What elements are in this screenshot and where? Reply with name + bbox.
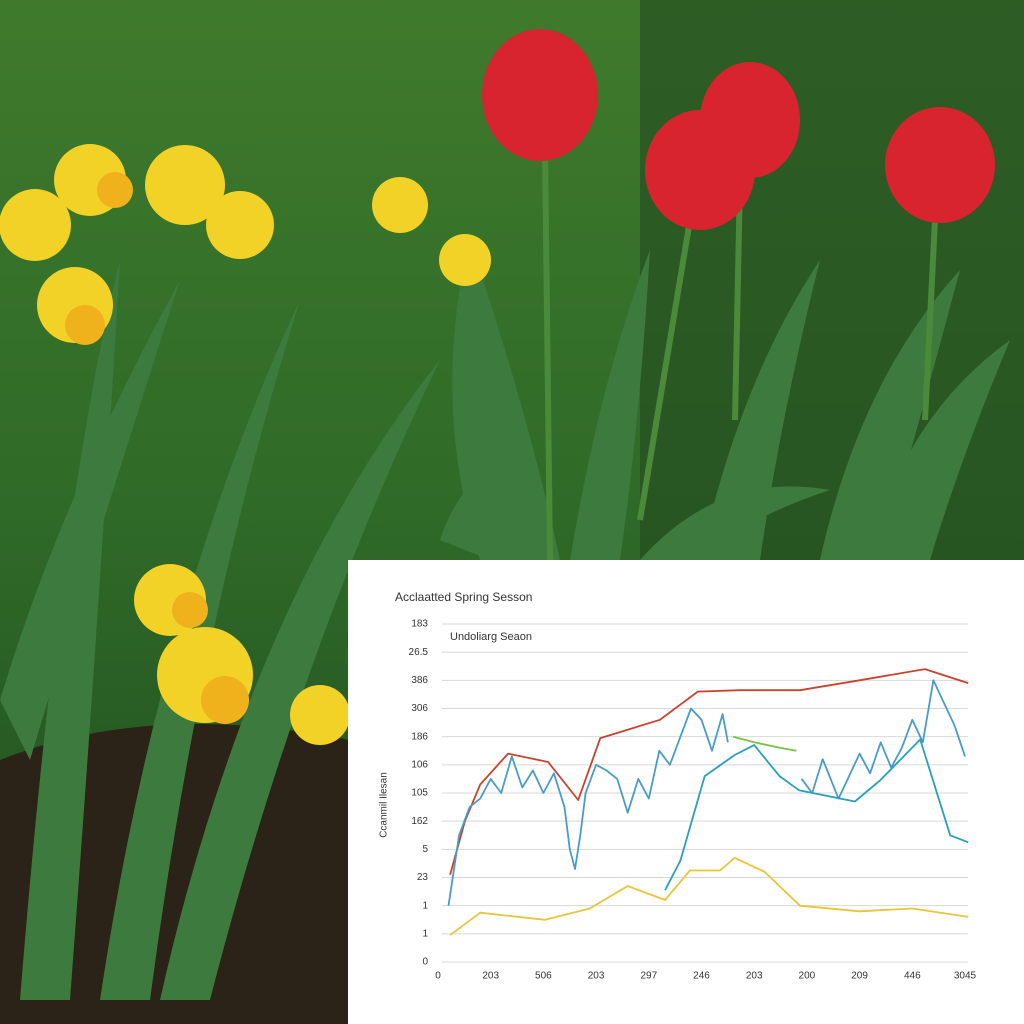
y-tick-label: 5 <box>422 844 428 855</box>
x-tick-label: 506 <box>535 971 552 982</box>
x-tick-label: 0 <box>435 971 441 982</box>
chart-background <box>348 560 1024 1024</box>
y-tick-label: 0 <box>422 957 428 968</box>
y-tick-label: 386 <box>411 675 428 686</box>
series-line <box>447 679 966 906</box>
chart-subtitle: Undoliarg Seaon <box>450 631 532 643</box>
y-tick-label: 186 <box>411 731 428 742</box>
y-tick-label: 183 <box>411 619 428 630</box>
chart-title: Acclaatted Spring Sesson <box>395 590 532 604</box>
y-tick-label: 26.5 <box>409 647 429 658</box>
x-tick-label: 200 <box>799 971 816 982</box>
y-tick-label: 306 <box>411 703 428 714</box>
y-tick-label: 1 <box>422 900 428 911</box>
y-tick-label: 1 <box>422 928 428 939</box>
x-tick-label: 203 <box>746 971 763 982</box>
y-tick-label: 23 <box>417 872 429 883</box>
x-tick-label: 297 <box>640 971 657 982</box>
x-tick-label: 209 <box>851 971 868 982</box>
x-tick-label: 203 <box>588 971 605 982</box>
y-axis-label: Ccanmil Ilesan <box>379 772 390 838</box>
chart-panel: Acclaatted Spring Sesson Undoliarg Seaon… <box>348 560 1024 1024</box>
series-line <box>664 738 969 891</box>
y-tick-label: 162 <box>411 816 428 827</box>
series-line <box>449 668 969 875</box>
series-line <box>732 735 797 752</box>
x-tick-label: 446 <box>904 971 921 982</box>
y-tick-label: 106 <box>411 759 428 770</box>
x-tick-label: 203 <box>482 971 499 982</box>
series-line <box>449 856 969 936</box>
x-tick-label: 246 <box>693 971 710 982</box>
x-tick-label: 3045 <box>954 971 977 982</box>
y-tick-label: 105 <box>411 788 428 799</box>
